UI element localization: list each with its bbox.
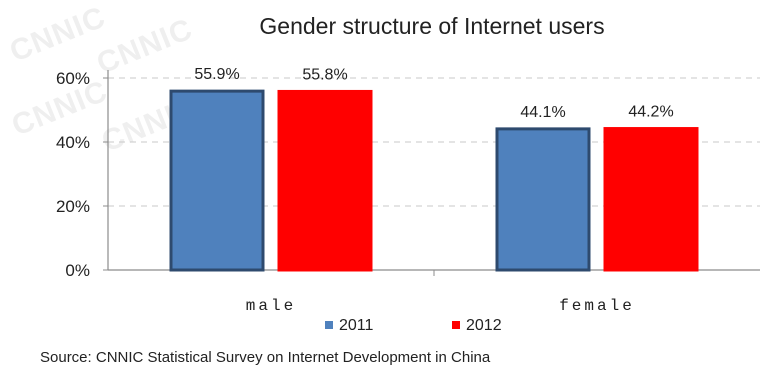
source-note: Source: CNNIC Statistical Survey on Inte…: [40, 349, 491, 366]
y-tick-label: 20%: [56, 197, 90, 216]
data-labels: 55.9% 55.8% 44.1% 44.2%: [194, 66, 673, 121]
bar-2011-female: [495, 127, 591, 272]
y-tick-label: 60%: [56, 69, 90, 88]
bar-2012-male: [277, 89, 373, 272]
legend-swatch-2012: [452, 321, 460, 329]
data-label: 44.2%: [628, 104, 673, 121]
x-tick-label: male: [246, 297, 296, 315]
y-tick-label: 40%: [56, 133, 90, 152]
data-label: 55.8%: [302, 66, 347, 83]
legend-label: 2011: [339, 317, 374, 334]
data-label: 55.9%: [194, 66, 239, 83]
bar-2011-male: [169, 89, 265, 272]
x-tick-label: female: [559, 297, 635, 315]
y-tick-label: 0%: [65, 261, 90, 280]
legend: 2011 2012: [325, 317, 502, 334]
bars: [169, 89, 699, 272]
legend-swatch-2011: [325, 321, 333, 329]
chart-title: Gender structure of Internet users: [259, 13, 604, 39]
data-label: 44.1%: [520, 104, 565, 121]
legend-label: 2012: [466, 317, 502, 334]
bar-2012-female: [603, 127, 699, 272]
